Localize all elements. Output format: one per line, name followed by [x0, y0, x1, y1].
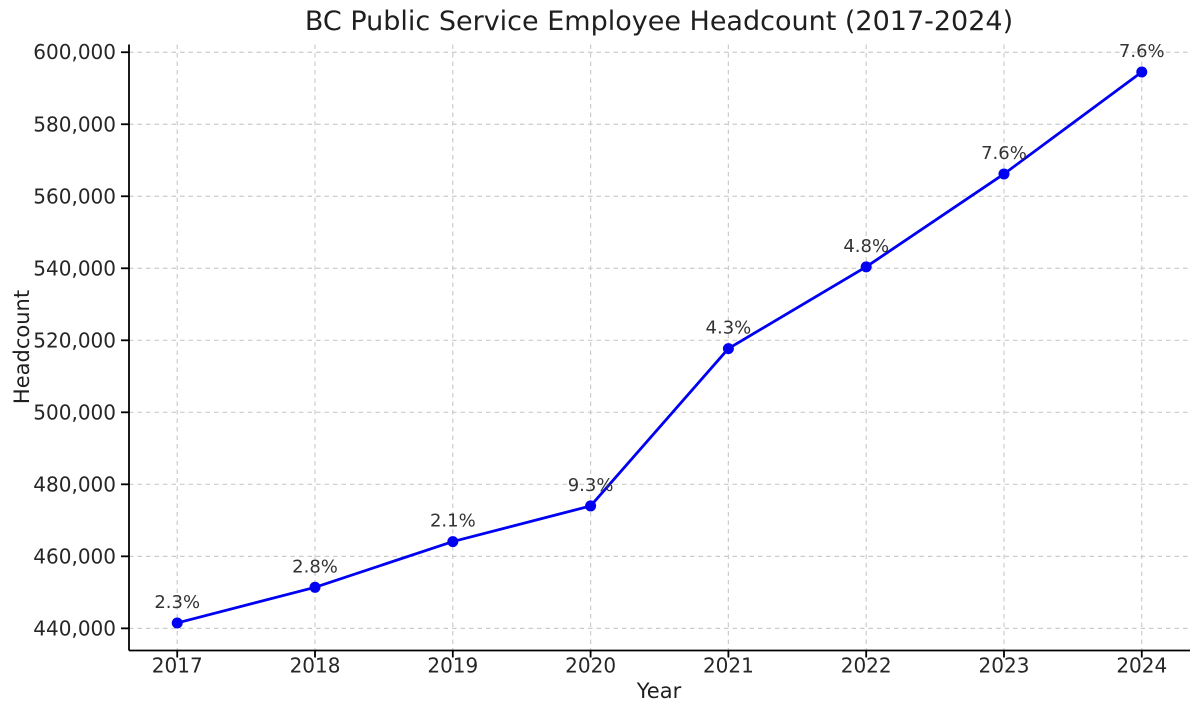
growth-annotation-2017: 2.3% — [154, 592, 200, 613]
headcount-line — [175, 70, 1144, 625]
x-tick-label: 2018 — [290, 654, 341, 678]
x-tick-label: 2023 — [979, 654, 1030, 678]
growth-annotation-2023: 7.6% — [981, 143, 1027, 164]
axis-ticks — [121, 51, 1143, 658]
x-tick-label: 2022 — [841, 654, 892, 678]
growth-annotation-2024: 7.6% — [1119, 41, 1165, 62]
x-axis-label: Year — [636, 679, 682, 703]
x-tick-label: 2017 — [152, 654, 203, 678]
data-point-2017 — [171, 617, 183, 629]
growth-annotation-2022: 4.8% — [843, 236, 889, 257]
growth-annotation-2019: 2.1% — [430, 511, 476, 532]
data-point-2021 — [722, 343, 734, 355]
tick-labels: 440,000 460,000 480,000 500,000 520,000 540,0… — [33, 40, 1167, 677]
data-point-2019 — [447, 536, 459, 548]
y-axis-label: Headcount — [10, 290, 34, 404]
y-tick-label: 600,000 — [33, 40, 116, 64]
growth-annotation-2018: 2.8% — [292, 556, 338, 577]
growth-annotation-2021: 4.3% — [706, 318, 752, 339]
y-tick-label: 580,000 — [33, 112, 116, 136]
y-tick-label: 480,000 — [33, 472, 116, 496]
y-tick-label: 500,000 — [33, 400, 116, 424]
chart-title: BC Public Service Employee Headcount (20… — [305, 6, 1013, 37]
y-tick-label: 540,000 — [33, 256, 116, 280]
data-annotations: 2.3% 2.8% 2.1% 9.3% 4.3% 4.8% 7.6% 7.6% — [154, 41, 1164, 613]
y-tick-label: 560,000 — [33, 184, 116, 208]
x-tick-label: 2019 — [427, 654, 478, 678]
y-tick-label: 440,000 — [33, 616, 116, 640]
axis-spines — [128, 44, 1190, 652]
x-tick-label: 2020 — [565, 654, 616, 678]
gridlines — [129, 44, 1190, 651]
data-point-2020 — [585, 500, 597, 512]
data-point-2018 — [309, 581, 321, 593]
x-tick-label: 2021 — [703, 654, 754, 678]
y-tick-label: 460,000 — [33, 544, 116, 568]
data-point-2024 — [1136, 66, 1148, 78]
x-tick-label: 2024 — [1116, 654, 1167, 678]
data-point-2022 — [860, 261, 872, 273]
data-series — [171, 66, 1148, 629]
y-tick-label: 520,000 — [33, 328, 116, 352]
growth-annotation-2020: 9.3% — [568, 475, 614, 496]
data-point-2023 — [998, 168, 1010, 180]
